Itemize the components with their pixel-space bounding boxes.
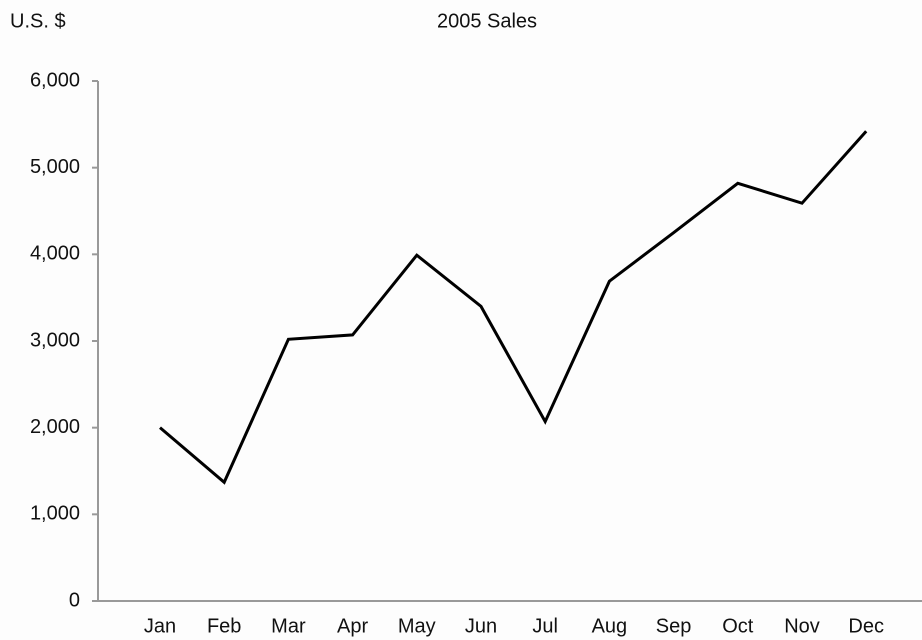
chart-title: 2005 Sales [437, 10, 537, 32]
x-tick-label: Nov [784, 615, 820, 637]
x-tick-label: Mar [271, 615, 306, 637]
y-tick-label: 6,000 [30, 69, 80, 91]
y-tick-label: 4,000 [30, 243, 80, 265]
y-tick-label: 5,000 [30, 156, 80, 178]
x-tick-label: Jan [144, 615, 176, 637]
y-axis-label: U.S. $ [10, 10, 66, 32]
x-tick-label: May [398, 615, 436, 637]
x-tick-label: Jun [465, 615, 497, 637]
y-tick-label: 2,000 [30, 416, 80, 438]
x-tick-label: Feb [207, 615, 241, 637]
line-series [159, 130, 868, 485]
y-tick-label: 3,000 [30, 329, 80, 351]
x-tick-label: Apr [337, 615, 368, 637]
x-tick-label: Jul [532, 615, 558, 637]
y-tick-label: 0 [69, 589, 80, 611]
x-tick-label: Oct [722, 615, 754, 637]
y-tick-label: 1,000 [30, 503, 80, 525]
x-tick-label: Aug [592, 615, 628, 637]
x-tick-label: Dec [848, 615, 884, 637]
x-tick-label: Sep [656, 615, 692, 637]
